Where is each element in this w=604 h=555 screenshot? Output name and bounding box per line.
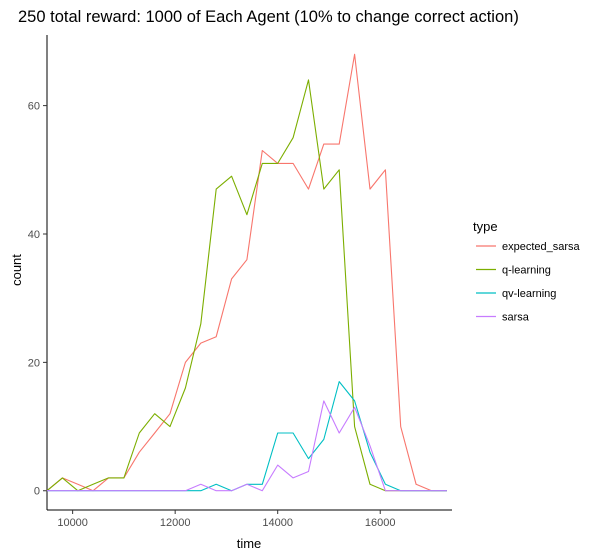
legend-label-expected_sarsa: expected_sarsa	[502, 241, 581, 253]
legend-label-q-learning: q-learning	[502, 265, 551, 277]
series-line-sarsa	[47, 400, 447, 492]
x-tick-label: 12000	[160, 517, 191, 529]
y-axis-title: count	[9, 254, 24, 286]
x-axis-title: time	[237, 536, 262, 551]
y-tick-label: 60	[28, 101, 40, 113]
legend-title: type	[473, 219, 498, 234]
chart-title: 250 total reward: 1000 of Each Agent (10…	[18, 8, 519, 26]
legend: type expected_sarsa q-learning qv-learning…	[473, 219, 581, 324]
x-tick-label: 16000	[365, 517, 396, 529]
x-tick-label: 10000	[57, 517, 88, 529]
y-tick-label: 20	[28, 357, 40, 369]
series-line-qv-learning	[47, 381, 447, 492]
x-tick-label: 14000	[262, 517, 293, 529]
legend-label-qv-learning: qv-learning	[502, 288, 556, 300]
y-tick-label: 40	[28, 229, 40, 241]
axes: 10000 12000 14000 16000 0 20 40 60	[28, 35, 452, 529]
legend-label-sarsa: sarsa	[502, 312, 530, 324]
y-tick-label: 0	[34, 486, 40, 498]
plot-lines	[46, 53, 447, 492]
series-line-expected_sarsa	[46, 53, 447, 492]
series-line-q-learning	[46, 79, 447, 492]
